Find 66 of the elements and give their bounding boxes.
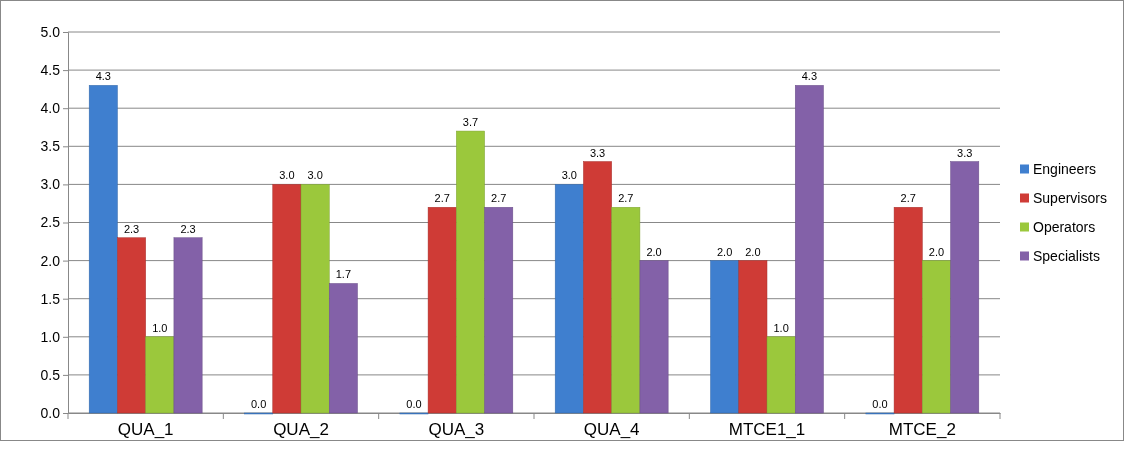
- data-label: 3.3: [589, 146, 606, 159]
- bar: [893, 207, 923, 414]
- data-label: 2.3: [180, 222, 196, 235]
- data-label: 2.7: [491, 192, 507, 205]
- legend-label: Specialists: [1033, 247, 1100, 264]
- data-label: 0.0: [250, 398, 267, 410]
- y-tick-label: 2.0: [40, 252, 61, 269]
- y-tick-label: 4.0: [40, 100, 61, 117]
- bar: [328, 283, 358, 414]
- bar: [300, 184, 330, 414]
- data-label: 0.0: [406, 398, 422, 410]
- data-label: 2.3: [123, 222, 140, 235]
- bar: [456, 130, 485, 414]
- y-tick-label: 3.5: [40, 138, 61, 155]
- y-tick-label: 2.5: [40, 214, 61, 231]
- x-tick-label: MTCE_2: [888, 420, 956, 440]
- bar: [950, 161, 980, 414]
- x-tick-label: QUA_1: [117, 420, 174, 440]
- y-tick-label: 1.5: [40, 290, 61, 307]
- data-label: 3.7: [462, 116, 479, 129]
- x-tick-label: MTCE1_1: [728, 420, 806, 440]
- data-label: 0.0: [872, 398, 888, 410]
- y-tick-label: 1.0: [40, 328, 61, 345]
- bar: [173, 237, 203, 414]
- bar: [117, 237, 146, 414]
- bar: [639, 260, 669, 414]
- data-label: 1.0: [773, 321, 789, 334]
- bar: [88, 85, 118, 414]
- data-label: 4.3: [95, 70, 111, 83]
- y-tick-label: 3.0: [40, 176, 61, 193]
- data-label: 3.3: [957, 146, 973, 159]
- y-tick-label: 0.0: [40, 404, 61, 421]
- bar: [766, 336, 796, 414]
- bar: [272, 184, 302, 414]
- x-tick-label: QUA_2: [273, 420, 329, 440]
- bar: [738, 260, 768, 414]
- bar: [554, 184, 584, 414]
- x-tick-label: QUA_4: [583, 420, 640, 440]
- data-label: 1.7: [335, 268, 352, 281]
- data-label: 3.0: [279, 169, 295, 182]
- y-tick-label: 4.5: [40, 62, 61, 79]
- data-label: 2.0: [716, 245, 733, 258]
- data-label: 2.7: [434, 192, 450, 205]
- legend-label: Operators: [1033, 218, 1096, 235]
- bar: [611, 207, 641, 414]
- bar: [145, 336, 175, 414]
- bar: [794, 85, 824, 414]
- data-label: 2.0: [745, 245, 761, 258]
- bar: [710, 260, 740, 414]
- data-label: 2.7: [900, 192, 916, 205]
- data-label: 1.0: [152, 321, 168, 334]
- x-tick-label: QUA_3: [428, 420, 485, 440]
- data-label: 2.7: [618, 192, 634, 205]
- y-tick-label: 0.5: [40, 366, 61, 383]
- data-label: 3.0: [561, 169, 577, 182]
- data-label: 4.3: [801, 70, 818, 83]
- legend-label: Supervisors: [1033, 189, 1107, 206]
- bar: [427, 207, 457, 414]
- bar: [922, 260, 951, 414]
- data-label: 2.0: [646, 245, 662, 258]
- bar: [484, 207, 514, 414]
- y-tick-label: 5.0: [40, 23, 61, 40]
- data-label: 3.0: [307, 169, 323, 182]
- bar: [583, 161, 612, 414]
- data-label: 2.0: [928, 245, 945, 258]
- legend-label: Engineers: [1033, 160, 1097, 177]
